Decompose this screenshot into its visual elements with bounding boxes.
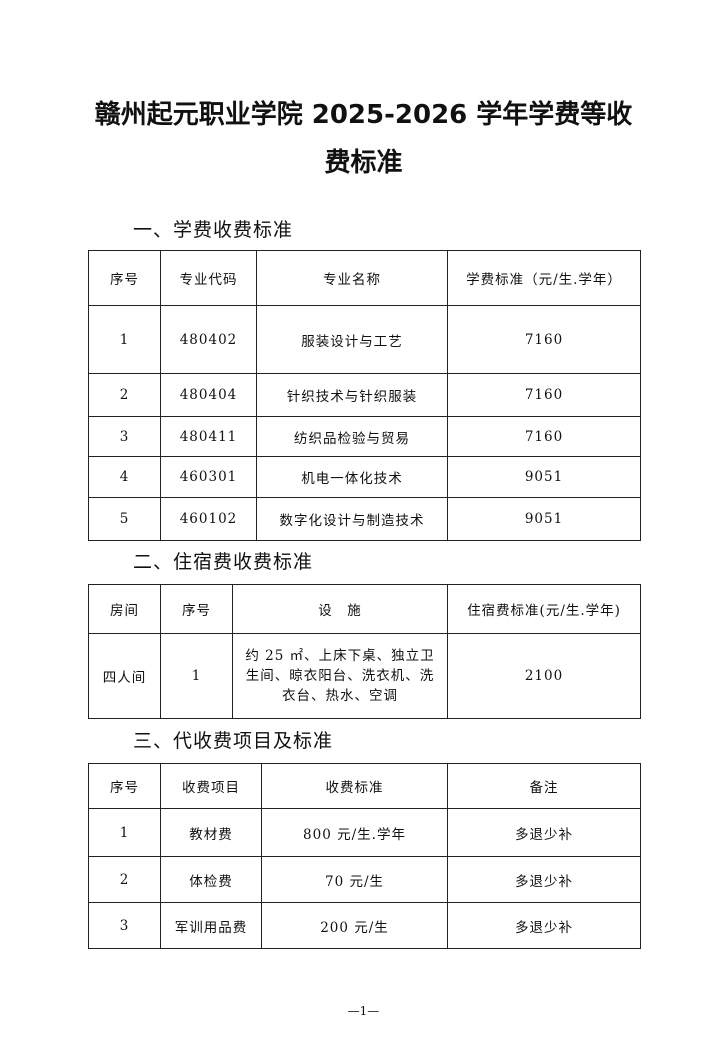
table-cell: 480411 xyxy=(160,416,257,457)
table-cell: 体检费 xyxy=(160,856,262,903)
header-cell: 学费标准（元/生.学年） xyxy=(447,250,641,306)
table-cell: 约 25 ㎡、上床下桌、独立卫生间、晾衣阳台、洗衣机、洗衣台、热水、空调 xyxy=(232,633,448,719)
table-cell: 教材费 xyxy=(160,808,262,857)
table-cell: 200 元/生 xyxy=(261,902,448,949)
agency-fees-table: 序号 收费项目 收费标准 备注 1 教材费 800 元/生.学年 多退少补 2 体检费 70 元/生… xyxy=(88,763,641,949)
table-cell: 纺织品检验与贸易 xyxy=(256,416,448,457)
table-cell: 1 xyxy=(88,808,161,857)
table-cell: 多退少补 xyxy=(447,808,641,857)
table-row: 2 480404 针织技术与针织服装 7160 xyxy=(88,373,641,417)
table-cell: 7160 xyxy=(447,373,641,417)
page-number: —1— xyxy=(347,1004,380,1018)
table-cell: 数字化设计与制造技术 xyxy=(256,497,448,541)
table-cell: 2 xyxy=(88,856,161,903)
table-cell: 多退少补 xyxy=(447,902,641,949)
table-row: 5 460102 数字化设计与制造技术 9051 xyxy=(88,497,641,541)
table-cell: 1 xyxy=(160,633,233,719)
header-cell: 收费项目 xyxy=(160,763,262,809)
table-row: 2 体检费 70 元/生 多退少补 xyxy=(88,856,641,903)
header-cell: 序号 xyxy=(160,584,233,634)
table-cell: 480402 xyxy=(160,305,257,374)
table-cell: 军训用品费 xyxy=(160,902,262,949)
header-cell: 序号 xyxy=(88,763,161,809)
header-cell: 专业名称 xyxy=(256,250,448,306)
table-cell: 460301 xyxy=(160,456,257,498)
header-cell: 收费标准 xyxy=(261,763,448,809)
header-cell: 备注 xyxy=(447,763,641,809)
table-cell: 1 xyxy=(88,305,161,374)
document-title-line2: 费标准 xyxy=(324,148,403,178)
header-cell: 房间 xyxy=(88,584,161,634)
table-cell: 3 xyxy=(88,902,161,949)
table-cell: 480404 xyxy=(160,373,257,417)
header-cell: 住宿费标准(元/生.学年) xyxy=(447,584,641,634)
section-heading-tuition: 一、学费收费标准 xyxy=(133,219,294,241)
table-row: 1 教材费 800 元/生.学年 多退少补 xyxy=(88,808,641,857)
header-cell: 序号 xyxy=(88,250,161,306)
table-row: 四人间 1 约 25 ㎡、上床下桌、独立卫生间、晾衣阳台、洗衣机、洗衣台、热水、空调… xyxy=(88,633,641,719)
table-cell: 3 xyxy=(88,416,161,457)
table-cell: 四人间 xyxy=(88,633,161,719)
table-cell: 460102 xyxy=(160,497,257,541)
table-cell: 7160 xyxy=(447,305,641,374)
table-cell: 800 元/生.学年 xyxy=(261,808,448,857)
table-cell: 针织技术与针织服装 xyxy=(256,373,448,417)
table-cell: 机电一体化技术 xyxy=(256,456,448,498)
table-cell: 2100 xyxy=(447,633,641,719)
table-cell: 服装设计与工艺 xyxy=(256,305,448,374)
header-cell: 设 施 xyxy=(232,584,448,634)
table-row: 4 460301 机电一体化技术 9051 xyxy=(88,456,641,498)
header-row: 房间 序号设 施住宿费标准(元/生.学年) xyxy=(88,584,641,634)
table-cell: 7160 xyxy=(447,416,641,457)
table-row: 1 480402 服装设计与工艺 7160 xyxy=(88,305,641,374)
document-title-line1: 赣州起元职业学院 2025-2026 学年学费等收 xyxy=(94,100,633,130)
accommodation-table: 房间 序号设 施住宿费标准(元/生.学年) 四人间 1 约 25 ㎡、上床下桌、独立卫生… xyxy=(88,584,641,719)
tuition-table: 序号 专业代码 专业名称 学费标准（元/生.学年） 1 480402 服装设计与工艺 7160… xyxy=(88,250,641,541)
table-row: 3 军训用品费 200 元/生 多退少补 xyxy=(88,902,641,949)
header-cell: 专业代码 xyxy=(160,250,257,306)
section-heading-agency-fees: 三、代收费项目及标准 xyxy=(133,730,334,752)
table-cell: 9051 xyxy=(447,497,641,541)
table-cell: 多退少补 xyxy=(447,856,641,903)
table-cell: 4 xyxy=(88,456,161,498)
section-heading-accommodation: 二、住宿费收费标准 xyxy=(133,551,314,573)
table-cell: 9051 xyxy=(447,456,641,498)
table-row: 3 480411 纺织品检验与贸易 7160 xyxy=(88,416,641,457)
header-row: 序号 收费项目 收费标准 备注 xyxy=(88,763,641,809)
table-cell: 2 xyxy=(88,373,161,417)
table-cell: 5 xyxy=(88,497,161,541)
header-row: 序号 专业代码 专业名称 学费标准（元/生.学年） xyxy=(88,250,641,306)
table-cell: 70 元/生 xyxy=(261,856,448,903)
